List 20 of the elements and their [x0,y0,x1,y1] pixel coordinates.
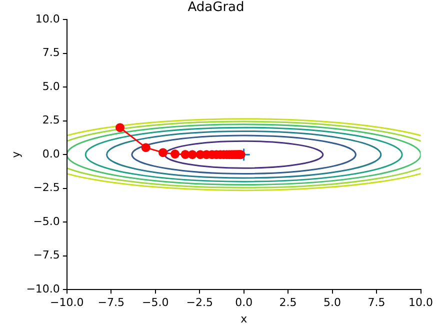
y-tick-label: −5.0 [33,214,60,228]
y-axis-title: y [9,150,22,158]
y-tick-label: 5.0 [42,80,60,93]
y-tick-label: −7.5 [33,248,60,262]
y-tick-label: 0.0 [42,147,60,160]
y-tick-label: 10.0 [35,12,60,26]
x-tick-label: −7.5 [98,296,124,310]
chart-title: AdaGrad [188,0,244,16]
y-tick-label: 2.5 [42,114,60,127]
x-tick-label: 5.0 [324,296,342,310]
x-tick-label: 0.0 [235,296,253,310]
x-tick-label: 2.5 [279,296,297,310]
y-tick-label: −10.0 [26,282,60,296]
x-tick-label: 7.5 [368,296,386,310]
x-axis-title: x [240,312,248,326]
x-tick-label: −2.5 [186,296,213,310]
y-tick-label: −2.5 [33,181,60,194]
y-tick-label: 7.5 [42,46,60,60]
x-tick-label: 10.0 [408,296,434,310]
x-tick-label: −5.0 [142,296,169,310]
